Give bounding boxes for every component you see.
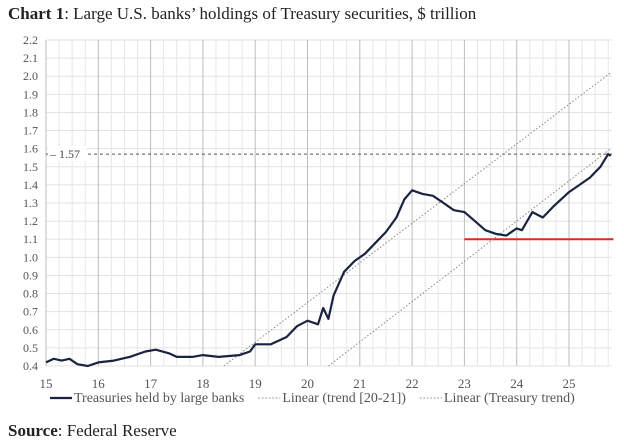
y-tick-label: 2.0 [23,69,38,83]
y-tick-label: 1.9 [23,87,38,101]
y-tick-label: 1.6 [23,142,38,156]
y-tick-label: 1.1 [23,232,38,246]
series-line [45,153,612,368]
x-tick-label: 23 [458,376,471,391]
legend-label: Treasuries held by large banks [74,391,244,406]
x-tick-label: 20 [301,376,314,391]
source-rest: : Federal Reserve [57,421,177,440]
x-tick-label: 24 [510,376,524,391]
y-tick-label: 1.8 [23,105,38,119]
y-tick-label: 1.3 [23,196,38,210]
y-tick-label: 1.2 [23,214,38,228]
title-bold: Chart 1 [8,4,65,23]
y-tick-label: 0.4 [23,359,38,373]
reference-label-bg [48,146,86,162]
y-tick-label: 1.0 [23,250,38,264]
source-note: Source: Federal Reserve [8,421,177,441]
x-tick-label: 17 [144,376,158,391]
series-line [223,72,612,367]
y-tick-label: 0.5 [23,341,38,355]
x-tick-label: 21 [353,376,366,391]
x-tick-label: 18 [196,376,209,391]
y-tick-label: 0.7 [23,305,38,319]
y-tick-label: 1.7 [23,124,38,138]
x-tick-label: 15 [40,376,53,391]
x-tick-label: 19 [249,376,262,391]
legend-label: Linear (Treasury trend) [444,391,575,406]
y-tick-label: 0.8 [23,287,38,301]
chart: 0.4 0.5 0.6 0.7 0.8 0.9 1.0 1.1 1.2 1.3 1.4 1.5 1.6 1… [23,33,614,406]
y-tick-label: 2.2 [23,33,38,47]
x-tick-label: 22 [406,376,419,391]
y-tick-label: 1.5 [23,160,38,174]
x-tick-label: 16 [92,376,106,391]
reference-label: – 1.57 [49,147,80,161]
legend-label: Linear (trend [20-21]) [282,391,406,406]
title-rest: : Large U.S. banks’ holdings of Treasury… [64,4,477,23]
y-tick-label: 0.9 [23,268,38,282]
y-tick-label: 0.6 [23,323,38,337]
x-tick-label: 25 [563,376,576,391]
source-bold: Source [8,421,58,440]
chart-title: Chart 1: Large U.S. banks’ holdings of T… [8,4,476,24]
y-tick-label: 1.4 [23,178,38,192]
y-tick-label: 2.1 [23,51,38,65]
